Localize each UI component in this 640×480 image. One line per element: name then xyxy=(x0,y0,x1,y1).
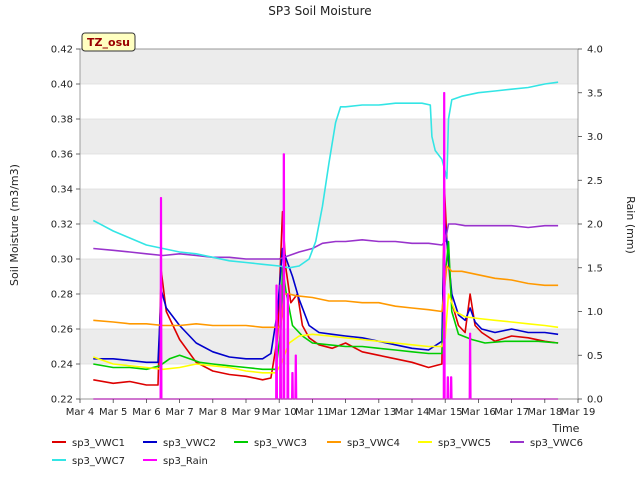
x-tick-label: Mar 19 xyxy=(561,407,596,418)
y-tick-label: 0.34 xyxy=(51,185,73,196)
y2-tick-label: 2.5 xyxy=(587,176,603,187)
legend-label: sp3_VWC1 xyxy=(72,438,125,449)
y2-axis-ticks: 0.0 0.5 1.0 1.5 2.0 2.5 3.0 3.5 4.0 xyxy=(578,45,603,406)
y-tick-label: 0.26 xyxy=(51,325,73,336)
x-tick-label: Mar 4 xyxy=(66,407,94,418)
x-tick-label: Mar 17 xyxy=(494,407,529,418)
x-tick-label: Mar 9 xyxy=(232,407,260,418)
y-tick-label: 0.40 xyxy=(51,80,73,91)
x-tick-label: Mar 16 xyxy=(461,407,496,418)
y2-tick-label: 0.5 xyxy=(587,351,603,362)
y-tick-label: 0.22 xyxy=(51,395,73,406)
x-tick-label: Mar 14 xyxy=(395,407,430,418)
y2-axis-label: Rain (mm) xyxy=(624,196,637,254)
series-line-sp3_Rain xyxy=(93,92,559,400)
series-line-sp3_VWC2 xyxy=(93,219,559,364)
x-tick-label: Mar 7 xyxy=(165,407,193,418)
grid-band xyxy=(80,119,578,154)
legend-label: sp3_Rain xyxy=(163,456,208,467)
legend-label: sp3_VWC4 xyxy=(347,438,400,449)
y2-tick-label: 3.0 xyxy=(587,132,603,143)
site-badge-box xyxy=(81,32,136,52)
legend-label: sp3_VWC3 xyxy=(254,438,307,449)
y2-tick-label: 1.5 xyxy=(587,263,603,274)
y-tick-label: 0.24 xyxy=(51,360,73,371)
legend-label: sp3_VWC6 xyxy=(530,438,583,449)
y-tick-label: 0.30 xyxy=(51,255,73,266)
series-line-sp3_VWC1 xyxy=(93,188,559,386)
series-line-sp3_VWC5 xyxy=(93,293,559,374)
x-tick-label: Mar 10 xyxy=(262,407,297,418)
y-tick-label: 0.38 xyxy=(51,115,73,126)
x-tick-label: Mar 6 xyxy=(132,407,160,418)
series-line-sp3_VWC3 xyxy=(93,240,559,371)
legend: sp3_VWC1 sp3_VWC2 sp3_VWC3 sp3_VWC4 sp3_VWC5… xyxy=(52,438,583,467)
y-tick-label: 0.36 xyxy=(51,150,73,161)
series-line-sp3_VWC4 xyxy=(93,265,559,329)
series-line-sp3_VWC7 xyxy=(92,81,559,269)
grid-band xyxy=(80,189,578,224)
y-axis-ticks: 0.22 0.24 0.26 0.28 0.30 0.32 0.34 0.36 0.38 0.40… xyxy=(51,45,80,406)
y-axis-label: Soil Moisture (m3/m3) xyxy=(8,164,21,286)
grid-bands xyxy=(80,49,578,364)
legend-label: sp3_VWC2 xyxy=(163,438,216,449)
x-tick-label: Mar 12 xyxy=(328,407,363,418)
y2-tick-label: 1.0 xyxy=(587,307,603,318)
x-tick-label: Mar 15 xyxy=(428,407,463,418)
x-axis-label: Time xyxy=(552,422,580,435)
grid-band xyxy=(80,259,578,294)
y2-tick-label: 2.0 xyxy=(587,220,603,231)
grid-band xyxy=(80,329,578,364)
x-tick-label: Mar 18 xyxy=(527,407,562,418)
legend-label: sp3_VWC5 xyxy=(438,438,491,449)
chart-title: SP3 Soil Moisture xyxy=(268,4,371,18)
y-tick-label: 0.42 xyxy=(51,45,73,56)
grid-band xyxy=(80,49,578,84)
y-tick-label: 0.32 xyxy=(51,220,73,231)
y-tick-label: 0.28 xyxy=(51,290,73,301)
y2-tick-label: 3.5 xyxy=(587,88,603,99)
site-badge-label: TZ_osu xyxy=(87,36,130,49)
x-tick-label: Mar 11 xyxy=(295,407,330,418)
x-tick-label: Mar 13 xyxy=(361,407,396,418)
x-tick-label: Mar 8 xyxy=(199,407,227,418)
legend-label: sp3_VWC7 xyxy=(72,456,125,467)
x-axis-ticks: Mar 4 Mar 5 Mar 6 Mar 7 Mar 8 Mar 9 Mar 10Mar … xyxy=(66,399,596,418)
series-line-sp3_VWC6 xyxy=(93,223,559,260)
series-lines xyxy=(92,81,559,400)
x-tick-label: Mar 5 xyxy=(99,407,127,418)
y2-tick-label: 4.0 xyxy=(587,45,603,56)
site-badge: TZ_osu xyxy=(81,32,136,52)
y2-tick-label: 0.0 xyxy=(587,395,603,406)
